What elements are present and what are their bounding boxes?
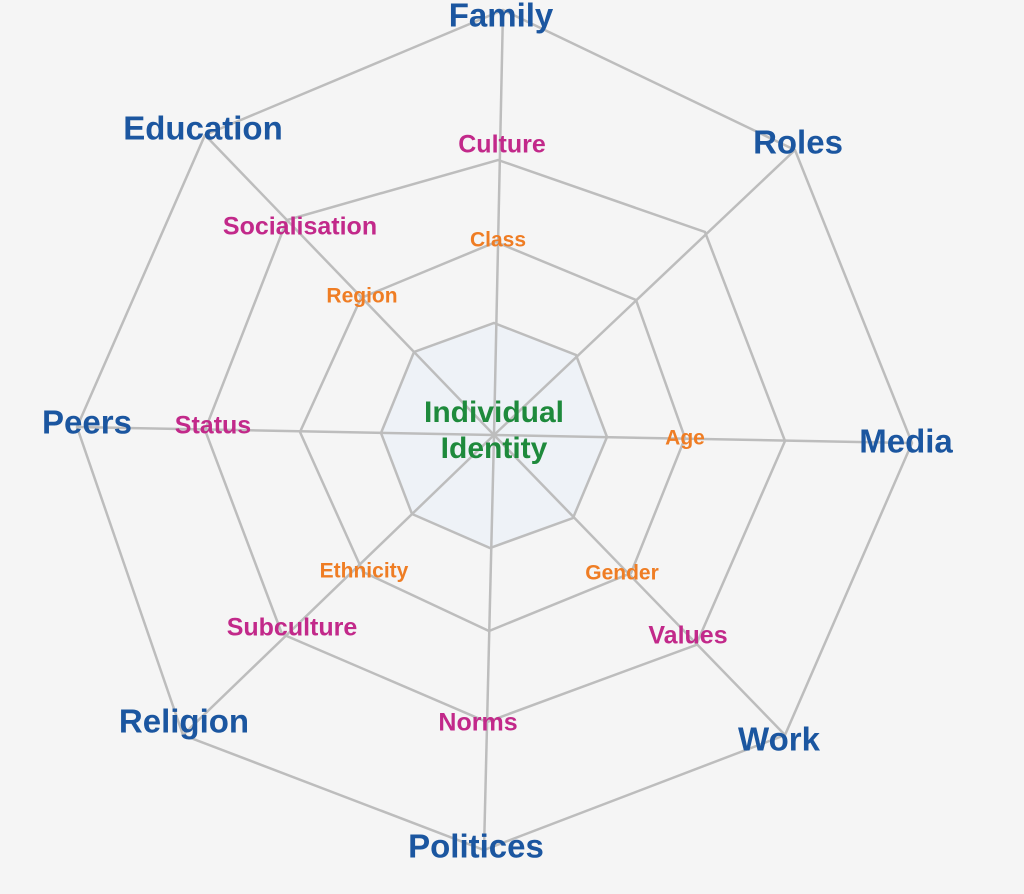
center-label-line1: Individual [423,396,565,429]
inner-label-ethnicity: Ethnicity [319,559,409,583]
ring-2 [298,240,687,633]
ring-4 [75,8,914,852]
outer-label-education: Education [123,109,283,147]
inner-label-gender: Gender [585,561,659,585]
center-label: Individual Identity [424,395,564,467]
outer-label-religion: Religion [118,702,250,740]
outer-label-work: Work [738,720,820,758]
inner-label-region: Region [326,284,398,308]
center-label-line2: Identity [440,432,548,465]
middle-label-norms: Norms [438,708,518,737]
middle-label-socialisation: Socialisation [222,212,378,241]
outer-label-roles: Roles [753,123,843,161]
middle-label-culture: Culture [458,130,546,159]
outer-label-politices: Politices [408,827,544,865]
middle-label-status: Status [174,411,252,440]
inner-label-class: Class [469,228,527,252]
inner-label-age: Age [665,426,705,450]
spokes [76,9,913,851]
outer-label-media: Media [859,422,953,460]
ring-3 [203,158,787,724]
outer-label-family: Family [448,0,554,34]
middle-label-subculture: Subculture [226,613,358,642]
rings [75,8,914,852]
outer-label-peers: Peers [42,403,132,441]
middle-label-values: Values [648,621,728,650]
